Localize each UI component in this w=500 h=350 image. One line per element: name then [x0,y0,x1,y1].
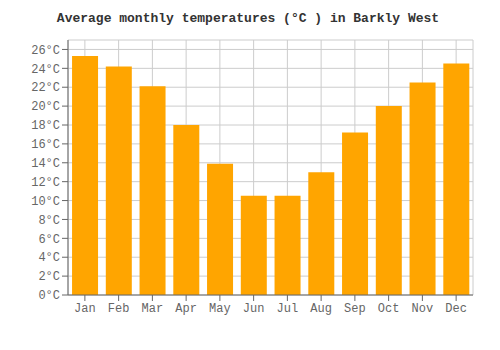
svg-text:Nov: Nov [412,302,434,316]
svg-text:Sep: Sep [344,302,366,316]
svg-text:26°C: 26°C [31,44,60,58]
svg-text:May: May [209,302,231,316]
svg-text:Oct: Oct [378,302,400,316]
svg-text:12°C: 12°C [31,176,60,190]
svg-text:2°C: 2°C [38,270,60,284]
svg-text:Jan: Jan [74,302,96,316]
svg-text:Feb: Feb [108,302,130,316]
svg-text:Jul: Jul [277,302,299,316]
svg-text:6°C: 6°C [38,233,60,247]
svg-text:24°C: 24°C [31,63,60,77]
svg-text:14°C: 14°C [31,157,60,171]
html-text:Average monthly temperatures (: Average monthly temperatures (°C ) in Ba… [56,11,440,26]
svg-text:Dec: Dec [445,302,467,316]
svg-text:20°C: 20°C [31,100,60,114]
svg-text:8°C: 8°C [38,214,60,228]
svg-text:0°C: 0°C [38,289,60,303]
svg-text:18°C: 18°C [31,119,60,133]
svg-text:Mar: Mar [142,302,164,316]
svg-text:10°C: 10°C [31,195,60,209]
svg-text:22°C: 22°C [31,81,60,95]
svg-text:Aug: Aug [310,302,332,316]
svg-text:4°C: 4°C [38,251,60,265]
svg-text:16°C: 16°C [31,138,60,152]
svg-text:Jun: Jun [243,302,265,316]
svg-text:Apr: Apr [175,302,197,316]
